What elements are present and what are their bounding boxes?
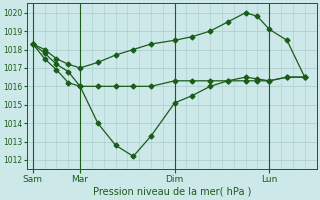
X-axis label: Pression niveau de la mer( hPa ): Pression niveau de la mer( hPa ) [92,187,251,197]
